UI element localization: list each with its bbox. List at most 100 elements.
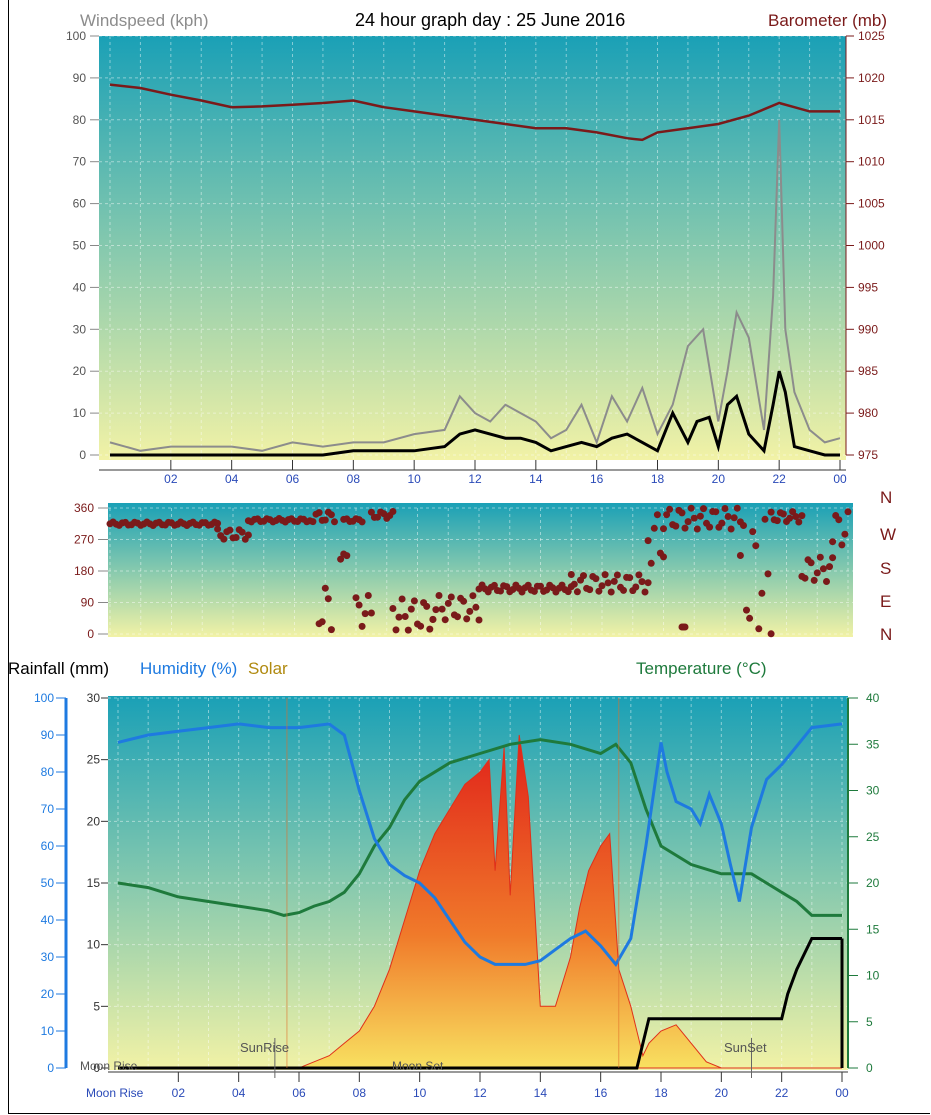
direction-point bbox=[220, 535, 228, 543]
direction-point bbox=[712, 508, 720, 516]
direction-point bbox=[497, 587, 504, 595]
direction-point bbox=[610, 577, 618, 585]
wind-gust-line bbox=[109, 119, 841, 452]
windspeed-tick-label: 0 bbox=[79, 448, 86, 462]
barometer-tick-label: 975 bbox=[858, 448, 878, 462]
bottom-x-tick-label: 04 bbox=[232, 1086, 246, 1100]
direction-point bbox=[641, 588, 649, 596]
direction-point bbox=[395, 613, 403, 621]
chart-title: 24 hour graph day : 25 June 2016 bbox=[355, 10, 625, 30]
direction-point bbox=[841, 530, 849, 538]
direction-point bbox=[441, 616, 449, 624]
direction-point bbox=[752, 542, 760, 550]
top-x-tick-label: 16 bbox=[590, 472, 604, 486]
barometer-tick-label: 990 bbox=[858, 322, 878, 336]
direction-point bbox=[733, 504, 741, 512]
direction-point bbox=[472, 603, 480, 611]
direction-point bbox=[537, 582, 544, 590]
direction-point bbox=[564, 588, 572, 596]
direction-point bbox=[432, 606, 440, 614]
direction-point bbox=[684, 518, 692, 526]
direction-point bbox=[214, 519, 222, 527]
direction-point bbox=[595, 587, 603, 595]
direction-point bbox=[404, 626, 412, 634]
direction-point bbox=[829, 554, 837, 562]
bottom-x-tick-label: 12 bbox=[473, 1086, 487, 1100]
compass-label: N bbox=[880, 488, 892, 507]
rain-tick-label: 25 bbox=[87, 753, 101, 767]
grid-lines bbox=[99, 35, 853, 1069]
humidity-tick-label: 80 bbox=[41, 765, 55, 779]
direction-point bbox=[779, 510, 787, 518]
direction-point bbox=[807, 559, 815, 567]
humidity-tick-label: 0 bbox=[47, 1061, 54, 1075]
direction-point bbox=[374, 513, 381, 521]
direction-point bbox=[238, 528, 246, 536]
direction-point bbox=[819, 565, 827, 573]
direction-point bbox=[660, 525, 667, 533]
direction-point bbox=[352, 594, 360, 602]
barometer-tick-label: 1020 bbox=[858, 71, 885, 85]
direction-point bbox=[358, 622, 366, 630]
direction-point bbox=[490, 581, 498, 589]
direction-point bbox=[389, 508, 397, 515]
direction-point bbox=[647, 559, 655, 567]
direction-point bbox=[503, 583, 511, 591]
direction-point bbox=[795, 518, 803, 526]
top-panel-bg bbox=[99, 36, 846, 460]
direction-point bbox=[681, 524, 689, 532]
windspeed-tick-label: 100 bbox=[66, 29, 86, 43]
direction-point bbox=[604, 579, 612, 587]
barometer-tick-label: 1025 bbox=[858, 29, 885, 43]
direction-point bbox=[786, 514, 794, 522]
top-x-tick-label: 00 bbox=[833, 472, 847, 486]
temperature-tick-label: 20 bbox=[866, 876, 880, 890]
direction-point bbox=[466, 607, 474, 615]
legend-solar: Solar bbox=[248, 659, 288, 678]
compass-label: W bbox=[880, 525, 896, 544]
direction-point bbox=[678, 509, 686, 517]
direction-point bbox=[718, 519, 726, 527]
direction-point bbox=[727, 525, 735, 533]
humidity-tick-label: 100 bbox=[34, 691, 54, 705]
temperature-tick-label: 40 bbox=[866, 691, 880, 705]
direction-point bbox=[226, 526, 234, 534]
humidity-tick-label: 30 bbox=[41, 950, 55, 964]
direction-point bbox=[355, 601, 363, 609]
annotation-moon-set: Moon Set bbox=[392, 1059, 444, 1073]
direction-point bbox=[653, 511, 661, 519]
direction-point bbox=[810, 576, 818, 584]
direction-point bbox=[331, 518, 338, 526]
direction-point bbox=[244, 531, 252, 539]
direction-point bbox=[469, 592, 477, 600]
compass-label: S bbox=[880, 559, 891, 578]
annotation-sunrise: SunRise bbox=[240, 1040, 289, 1055]
rain-tick-label: 10 bbox=[87, 938, 101, 952]
direction-point bbox=[743, 606, 750, 614]
direction-point bbox=[401, 613, 409, 620]
direction-point bbox=[315, 509, 323, 517]
direction-point bbox=[844, 508, 852, 516]
solar-area bbox=[118, 734, 842, 1069]
direction-point bbox=[706, 523, 714, 531]
bottom-x-tick-label: 18 bbox=[654, 1086, 668, 1100]
direction-point bbox=[660, 553, 667, 561]
bottom-x-tick-label: 14 bbox=[534, 1086, 548, 1100]
direction-point bbox=[746, 614, 754, 622]
direction-point bbox=[327, 626, 335, 634]
legend-humidity: Humidity (%) bbox=[140, 659, 237, 678]
windspeed-axis-title: Windspeed (kph) bbox=[80, 11, 209, 30]
direction-point bbox=[392, 626, 400, 634]
temperature-tick-label: 0 bbox=[866, 1061, 873, 1075]
direction-point bbox=[429, 616, 437, 623]
direction-point bbox=[364, 592, 372, 599]
top-x-tick-label: 22 bbox=[772, 472, 786, 486]
direction-point bbox=[601, 571, 609, 579]
direction-point bbox=[454, 613, 461, 621]
windspeed-tick-label: 10 bbox=[73, 406, 87, 420]
bottom-x-tick-label: 06 bbox=[292, 1086, 306, 1100]
direction-point bbox=[767, 630, 775, 638]
bottom-x-tick-label: 16 bbox=[594, 1086, 608, 1100]
direction-point bbox=[463, 615, 471, 623]
windspeed-tick-label: 60 bbox=[73, 197, 87, 211]
